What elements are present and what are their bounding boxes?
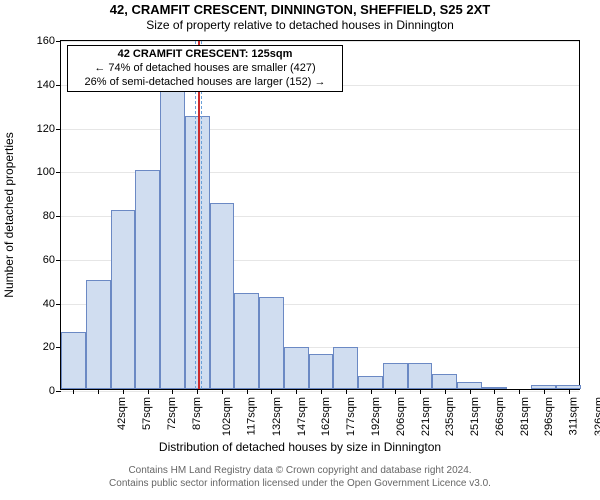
histogram-bar bbox=[234, 293, 259, 389]
x-tick-mark bbox=[321, 389, 322, 394]
histogram-bar bbox=[284, 347, 309, 389]
attribution-line-2: Contains public sector information licen… bbox=[0, 478, 600, 491]
x-tick-mark bbox=[395, 389, 396, 394]
x-tick-mark bbox=[470, 389, 471, 394]
x-tick-mark bbox=[123, 389, 124, 394]
x-tick-label: 42sqm bbox=[110, 397, 128, 430]
x-tick-label: 87sqm bbox=[185, 397, 203, 430]
reference-dash bbox=[201, 41, 202, 389]
x-tick-label: 177sqm bbox=[339, 397, 357, 436]
histogram-bar bbox=[135, 170, 160, 389]
x-tick-label: 192sqm bbox=[364, 397, 382, 436]
chart-title-1: 42, CRAMFIT CRESCENT, DINNINGTON, SHEFFI… bbox=[0, 2, 600, 18]
x-tick-label: 235sqm bbox=[438, 397, 456, 436]
histogram-bar bbox=[432, 374, 457, 389]
histogram-bar bbox=[309, 354, 334, 389]
x-tick-mark bbox=[371, 389, 372, 394]
histogram-bar bbox=[383, 363, 408, 389]
chart-title-2: Size of property relative to detached ho… bbox=[0, 18, 600, 33]
x-tick-label: 117sqm bbox=[240, 397, 258, 435]
histogram-bar bbox=[185, 116, 210, 389]
x-tick-mark bbox=[247, 389, 248, 394]
histogram-bar bbox=[358, 376, 383, 389]
gridline bbox=[61, 41, 579, 42]
x-tick-mark bbox=[346, 389, 347, 394]
gridline bbox=[61, 391, 579, 392]
x-tick-mark bbox=[172, 389, 173, 394]
x-tick-mark bbox=[222, 389, 223, 394]
annotation-line-2: ← 74% of detached houses are smaller (42… bbox=[74, 62, 336, 76]
x-tick-mark bbox=[296, 389, 297, 394]
gridline bbox=[61, 129, 579, 130]
histogram-bar bbox=[259, 297, 284, 389]
x-tick-label: 266sqm bbox=[488, 397, 506, 436]
x-tick-mark bbox=[98, 389, 99, 394]
x-tick-mark bbox=[271, 389, 272, 394]
histogram-bar bbox=[408, 363, 433, 389]
reference-dash bbox=[195, 41, 196, 389]
x-tick-label: 147sqm bbox=[290, 397, 308, 436]
x-tick-mark bbox=[73, 389, 74, 394]
y-tick-mark bbox=[56, 216, 61, 217]
x-tick-mark bbox=[544, 389, 545, 394]
x-tick-mark bbox=[519, 389, 520, 394]
reference-annotation: 42 CRAMFIT CRESCENT: 125sqm ← 74% of det… bbox=[67, 45, 343, 92]
chart-titles: 42, CRAMFIT CRESCENT, DINNINGTON, SHEFFI… bbox=[0, 0, 600, 33]
y-axis-label: Number of detached properties bbox=[2, 132, 16, 297]
root: 42, CRAMFIT CRESCENT, DINNINGTON, SHEFFI… bbox=[0, 0, 600, 500]
x-tick-label: 102sqm bbox=[216, 397, 234, 436]
x-tick-mark bbox=[445, 389, 446, 394]
x-axis-label: Distribution of detached houses by size … bbox=[0, 440, 600, 454]
annotation-line-1: 42 CRAMFIT CRESCENT: 125sqm bbox=[74, 48, 336, 62]
x-tick-label: 221sqm bbox=[414, 397, 432, 436]
reference-line bbox=[198, 41, 200, 389]
x-tick-mark bbox=[148, 389, 149, 394]
histogram-bar bbox=[210, 203, 235, 389]
histogram-bar bbox=[111, 210, 136, 389]
x-tick-label: 251sqm bbox=[463, 397, 481, 436]
y-tick-mark bbox=[56, 304, 61, 305]
x-tick-label: 326sqm bbox=[587, 397, 600, 436]
histogram-bar bbox=[61, 332, 86, 389]
y-tick-mark bbox=[56, 391, 61, 392]
attribution: Contains HM Land Registry data © Crown c… bbox=[0, 465, 600, 490]
histogram-bar bbox=[160, 83, 185, 389]
histogram-bar bbox=[333, 347, 358, 389]
x-tick-label: 296sqm bbox=[537, 397, 555, 436]
x-tick-label: 132sqm bbox=[265, 397, 283, 436]
y-tick-mark bbox=[56, 41, 61, 42]
plot-area: 02040608010012014016042sqm57sqm72sqm87sq… bbox=[60, 40, 580, 390]
x-tick-label: 206sqm bbox=[389, 397, 407, 436]
x-tick-label: 72sqm bbox=[160, 397, 178, 430]
y-tick-mark bbox=[56, 85, 61, 86]
histogram-bar bbox=[86, 280, 111, 389]
y-tick-mark bbox=[56, 260, 61, 261]
x-tick-mark bbox=[197, 389, 198, 394]
x-tick-label: 281sqm bbox=[513, 397, 531, 436]
x-tick-mark bbox=[569, 389, 570, 394]
x-tick-mark bbox=[420, 389, 421, 394]
x-tick-mark bbox=[494, 389, 495, 394]
y-tick-mark bbox=[56, 129, 61, 130]
annotation-line-3: 26% of semi-detached houses are larger (… bbox=[74, 76, 336, 90]
y-tick-mark bbox=[56, 172, 61, 173]
x-tick-label: 162sqm bbox=[315, 397, 333, 436]
x-tick-label: 311sqm bbox=[561, 397, 579, 435]
attribution-line-1: Contains HM Land Registry data © Crown c… bbox=[0, 465, 600, 478]
x-tick-label: 57sqm bbox=[135, 397, 153, 430]
